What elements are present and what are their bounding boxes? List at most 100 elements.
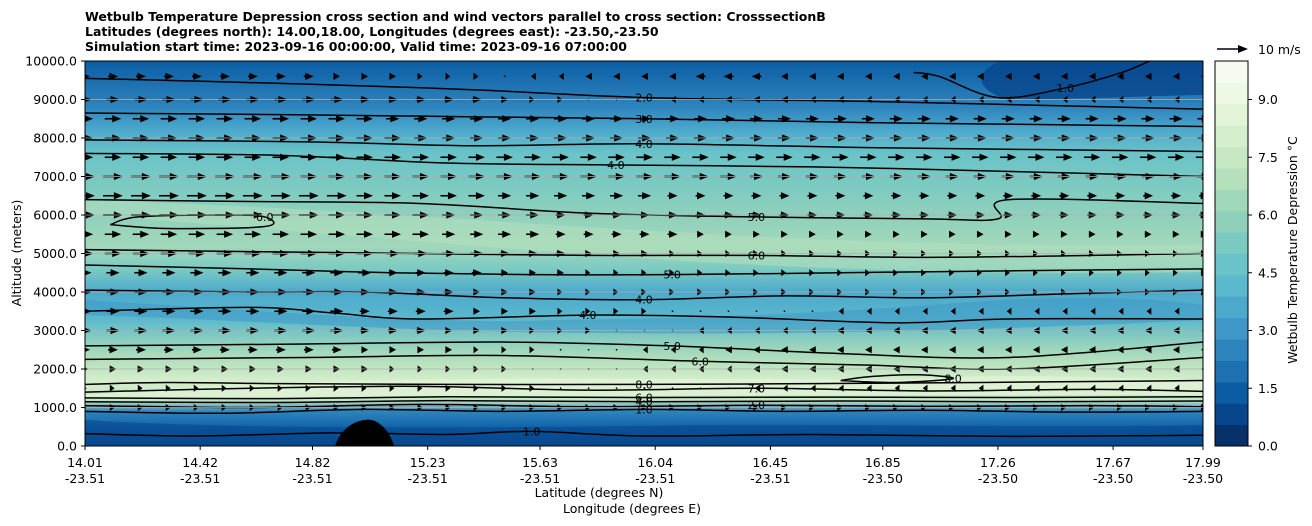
wind-vector xyxy=(526,192,540,200)
wind-vector xyxy=(1143,192,1154,200)
wind-vector xyxy=(219,72,230,80)
wind-vector xyxy=(85,230,94,238)
wind-vector xyxy=(555,230,566,238)
wind-vector xyxy=(216,115,234,123)
wind-vector xyxy=(1028,153,1045,161)
wind-vector xyxy=(132,230,150,238)
x-tick-label-lon: -23.50 xyxy=(978,471,1018,486)
x-axis-ticks: 14.01-23.5114.42-23.5114.82-23.5115.23-2… xyxy=(65,446,1223,486)
wind-vector xyxy=(921,230,928,238)
x-tick-label-lat: 17.67 xyxy=(1095,455,1131,470)
colorbar-swatch xyxy=(1215,232,1248,254)
wind-reference-arrow-head xyxy=(1238,45,1248,53)
wind-vector xyxy=(1087,192,1098,200)
y-axis-label: Altitude (meters) xyxy=(9,200,24,307)
contour-line-6.0 xyxy=(85,248,1203,259)
wind-vector xyxy=(583,230,594,238)
wind-vector xyxy=(1085,115,1099,123)
wind-vector xyxy=(468,192,485,200)
x-tick-label-lat: 16.45 xyxy=(753,455,789,470)
wind-vector xyxy=(921,72,928,80)
wind-vector xyxy=(498,230,512,238)
wind-vector xyxy=(389,346,397,354)
contour-line-1.0 xyxy=(85,430,1203,438)
wind-vector xyxy=(1145,269,1150,277)
wind-vector xyxy=(1111,153,1129,161)
wind-vector xyxy=(85,270,92,276)
y-tick-label: 5000.0 xyxy=(33,246,77,261)
wind-vector xyxy=(188,115,206,123)
colorbar-swatch xyxy=(1215,360,1248,383)
wind-vector xyxy=(1003,192,1014,200)
contour-labels: 1.01.0 2.04.06.07.08.06.05.04.04.05.06.05… xyxy=(256,82,1075,438)
wind-vector xyxy=(1060,346,1068,354)
contour-label: 5.0 xyxy=(663,340,681,353)
wind-vector xyxy=(587,387,590,390)
wind-vector xyxy=(921,269,926,277)
wind-vector xyxy=(132,153,150,161)
wind-vector xyxy=(529,346,535,354)
wind-vector xyxy=(1029,115,1043,123)
wind-vector xyxy=(389,72,397,80)
chart-title: Wetbulb Temperature Depression cross sec… xyxy=(85,9,826,54)
wind-vector xyxy=(1004,230,1012,238)
wind-vector xyxy=(639,230,650,238)
wind-vector xyxy=(132,115,150,123)
wind-vector xyxy=(1199,192,1203,200)
contour-line-7.0 xyxy=(85,385,1203,393)
contour-label: 1.0 xyxy=(523,425,541,438)
wind-vector xyxy=(1144,346,1152,354)
wind-vector xyxy=(944,153,961,161)
wind-vector xyxy=(947,192,958,200)
colorbar-swatch xyxy=(1215,317,1248,340)
contour-label: 4.0 xyxy=(635,294,653,307)
wind-vector xyxy=(160,230,178,238)
wind-vector xyxy=(755,310,758,313)
colorbar-tick-label: 7.5 xyxy=(1258,150,1278,165)
wind-vector xyxy=(530,72,536,80)
wind-vector xyxy=(1200,75,1203,78)
wind-vector xyxy=(1200,348,1203,351)
wind-vector xyxy=(1118,307,1124,315)
wind-vector xyxy=(698,346,704,354)
wind-vector xyxy=(529,307,536,315)
plot-area xyxy=(84,60,1204,447)
wind-vector xyxy=(608,153,625,161)
wind-vector xyxy=(1088,72,1096,80)
wind-vector xyxy=(501,307,508,315)
wind-vector xyxy=(641,72,648,80)
wind-vector xyxy=(945,115,959,123)
colorbar-swatch xyxy=(1215,210,1248,233)
contour-label: 1.0 xyxy=(1057,82,1075,95)
wind-vector xyxy=(1113,115,1127,123)
wind-vector xyxy=(1083,153,1101,161)
wind-vector xyxy=(159,192,179,200)
wind-vector xyxy=(417,346,425,354)
wind-vector xyxy=(188,153,206,161)
wind-vector xyxy=(949,72,956,80)
wind-vector xyxy=(442,230,456,238)
wind-vector xyxy=(216,230,234,238)
wind-vector xyxy=(1172,230,1180,238)
wind-vector xyxy=(247,346,258,354)
wind-vector xyxy=(643,387,646,390)
wind-vector xyxy=(526,230,540,238)
wind-vector xyxy=(748,153,765,161)
moist-layer-patch xyxy=(85,297,1203,334)
contour-label: 6.0 xyxy=(691,355,709,368)
wind-vector xyxy=(473,72,479,80)
wind-vector xyxy=(699,310,702,313)
wind-vector xyxy=(811,310,814,313)
wind-vector xyxy=(613,72,620,80)
wind-vector xyxy=(1141,115,1155,123)
contour-label: 1.0 xyxy=(635,403,653,416)
x-axis-label-longitude: Longitude (degrees E) xyxy=(563,501,701,516)
colorbar-swatch xyxy=(1215,146,1248,169)
contour-label: 2.0 xyxy=(748,399,766,412)
colorbar-swatch xyxy=(1215,339,1248,361)
wind-vector xyxy=(361,346,369,354)
contour-label: 5.0 xyxy=(663,269,681,282)
wind-vector xyxy=(554,115,568,123)
wind-vector xyxy=(272,115,290,123)
wind-vector xyxy=(833,115,848,123)
